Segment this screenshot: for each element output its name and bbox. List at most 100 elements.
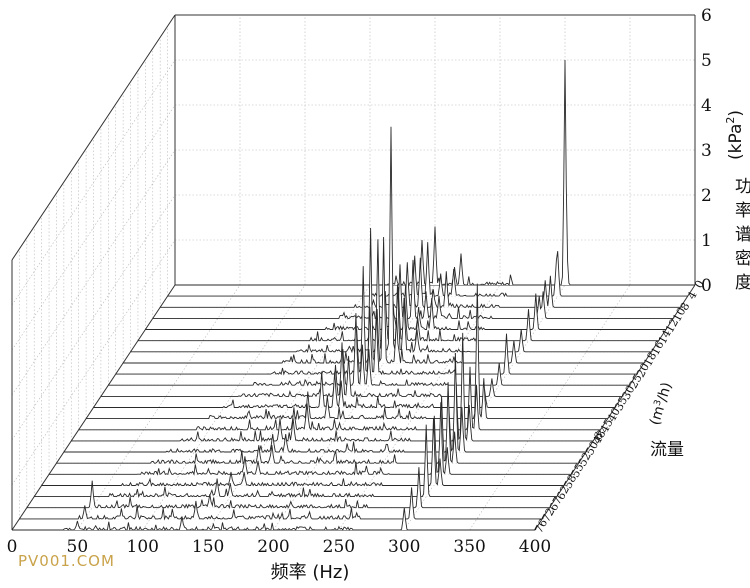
x-ticks: 0 50 100 150 200 250 300 350 400: [7, 537, 552, 557]
y-unit-sup: 3: [653, 399, 664, 407]
series-mask: [130, 126, 652, 352]
x-tick-label: 250: [323, 537, 355, 557]
series-mask: [71, 332, 594, 441]
series-line: [138, 286, 659, 342]
series-mask: [34, 424, 557, 497]
series-mask: [123, 228, 645, 363]
y-tick-label: 14: [656, 328, 674, 346]
series-mask: [19, 487, 543, 519]
series-line: [145, 284, 666, 331]
side-wall-gridline-h: [11, 149, 176, 396]
z-label-char: 谱: [735, 225, 750, 245]
series-line: [78, 366, 601, 431]
y-tick-label: 76: [532, 517, 550, 535]
series-line: [19, 487, 543, 521]
side-wall-gridline-h: [11, 239, 176, 486]
series-21: [19, 487, 543, 521]
svg-text:(m3/h): (m3/h): [647, 380, 675, 427]
y-tick-label: 16: [649, 339, 667, 357]
series-1: [167, 242, 688, 298]
x-tick-label: 100: [127, 537, 159, 557]
series-mask: [100, 342, 623, 397]
y-tick-label: 58: [561, 472, 579, 490]
z-tick-label: 3: [701, 141, 712, 161]
x-tick-label: 300: [388, 537, 420, 557]
series-0: [175, 59, 695, 287]
svg-text:功率谱密度: 功率谱密度: [735, 177, 750, 293]
y-tick-label: 10: [670, 305, 688, 323]
z-label-char: 密: [735, 249, 750, 269]
y-tick-label: 20: [634, 361, 652, 379]
series-18: [41, 417, 565, 487]
series-9: [108, 313, 630, 387]
series-mask: [152, 259, 674, 319]
series-line: [63, 352, 586, 454]
y-unit-rest: /h): [654, 380, 675, 403]
x-tick-label: 0: [7, 537, 18, 557]
series-line: [12, 507, 535, 532]
x-axis-label: 频率 (Hz): [271, 562, 350, 583]
y-tick-label: 72: [539, 506, 557, 524]
series-8: [115, 266, 637, 376]
z-tick-label: 4: [701, 96, 712, 116]
series-19: [34, 424, 557, 499]
series-14: [71, 332, 594, 443]
x-tick-label: 200: [257, 537, 289, 557]
series-20: [26, 467, 550, 510]
z-label-char: 度: [735, 273, 750, 293]
series-mask: [49, 402, 572, 475]
svg-text:(kPa2): (kPa2): [724, 110, 746, 160]
series-mask: [26, 467, 550, 508]
z-unit-close: ): [726, 110, 746, 117]
series-12: [86, 283, 608, 421]
y-axis-label: 流量 (m3/h): [647, 380, 684, 460]
series-line: [41, 417, 565, 487]
z-tick-label: 1: [701, 231, 712, 251]
series-line: [130, 126, 652, 354]
series-line: [93, 371, 615, 409]
y-tick-label: 30: [619, 383, 637, 401]
z-tick-label: 2: [701, 186, 712, 206]
series-line: [86, 283, 608, 421]
series-line: [108, 313, 630, 387]
series-2: [160, 257, 681, 309]
watermark: PV001.COM: [18, 552, 115, 570]
series-mask: [56, 382, 579, 464]
y-tick-label: 12: [663, 316, 681, 334]
series-3: [152, 259, 674, 320]
series-line: [34, 424, 557, 499]
series-15: [63, 352, 586, 454]
z-tick-label: 0: [701, 276, 712, 296]
series-line: [26, 467, 550, 510]
series-mask: [41, 418, 565, 486]
series-mask: [63, 353, 586, 453]
series-7: [123, 227, 645, 365]
series-line: [71, 332, 594, 443]
x-tick-label: 50: [67, 537, 89, 557]
y-tick-label: 45: [598, 417, 616, 435]
x-tick-label: 350: [453, 537, 485, 557]
series-line: [175, 59, 695, 287]
y-tick-label: 67: [547, 495, 565, 513]
series-line: [123, 227, 645, 365]
series-line: [100, 342, 623, 398]
y-tick-label: 55: [569, 461, 587, 479]
y-tick-label: 35: [612, 394, 630, 412]
frame-edge: [11, 14, 176, 261]
series-17: [49, 402, 572, 476]
series-6: [130, 126, 652, 354]
series-mask: [175, 60, 695, 285]
series-22: [12, 507, 535, 532]
x-tick-label: 150: [192, 537, 224, 557]
y-tick-label: 4: [685, 289, 700, 301]
z-label-char: 功: [735, 177, 750, 197]
series-line: [49, 402, 572, 476]
z-unit-open: (kPa: [726, 124, 746, 160]
series-line: [167, 242, 688, 298]
y-unit-open: (m: [647, 404, 668, 427]
z-ticks: 0 1 2 3 4 5 6: [701, 6, 712, 296]
y-tick-label: 40: [605, 406, 623, 424]
series-mask: [160, 257, 681, 308]
series-mask: [86, 283, 608, 419]
y-tick-label: 62: [554, 484, 572, 502]
